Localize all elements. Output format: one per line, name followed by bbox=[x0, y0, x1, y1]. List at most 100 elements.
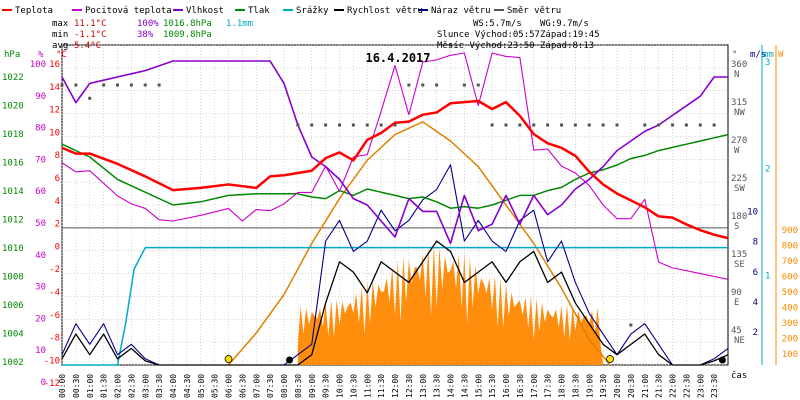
tick-label-x: 05:00 bbox=[197, 374, 206, 398]
tick-label-x: 18:00 bbox=[558, 374, 567, 398]
tick-label-degc: 2 bbox=[55, 220, 60, 230]
tick-label-x: 12:00 bbox=[391, 374, 400, 398]
stat-humidity: 38% bbox=[137, 30, 154, 40]
tick-label-mm: 2 bbox=[765, 165, 770, 175]
tick-label-dir: NW bbox=[734, 108, 745, 118]
wind-direction-point bbox=[490, 123, 494, 127]
tick-label-degc: 16 bbox=[49, 60, 60, 70]
tick-label-hpa: 1012 bbox=[2, 216, 24, 226]
legend-label: Teplota bbox=[15, 6, 53, 16]
tick-label-hpa: 1020 bbox=[2, 102, 24, 112]
tick-label-degc: -10 bbox=[44, 356, 60, 366]
tick-label-pct: 70 bbox=[35, 155, 46, 165]
tick-label-w: 700 bbox=[782, 257, 798, 267]
tick-label-x: 05:30 bbox=[211, 374, 220, 398]
tick-label-x: 19:00 bbox=[585, 374, 594, 398]
tick-label-x: 03:00 bbox=[141, 374, 150, 398]
wind-direction-point bbox=[601, 123, 605, 127]
wind-direction-point bbox=[684, 123, 688, 127]
tick-label-x: 04:00 bbox=[169, 374, 178, 398]
wind-direction-point bbox=[421, 83, 425, 87]
series-line-humidity bbox=[61, 60, 728, 245]
tick-label-degc: 14 bbox=[49, 83, 60, 93]
tick-label-hpa: 1018 bbox=[2, 130, 24, 140]
tick-label-deg: 135 bbox=[731, 250, 747, 260]
tick-label-hpa: 1004 bbox=[2, 330, 24, 340]
tick-label-x: 20:30 bbox=[627, 374, 636, 398]
info-sunset: Západ:19:45 bbox=[540, 30, 600, 40]
tick-label-w: 200 bbox=[782, 335, 798, 345]
wind-direction-point bbox=[129, 83, 133, 87]
legend-label: Rychlost větru bbox=[347, 6, 423, 16]
wind-direction-point bbox=[324, 123, 328, 127]
tick-label-degc: -2 bbox=[49, 265, 60, 275]
tick-label-ms: 6 bbox=[753, 268, 758, 278]
tick-label-x: 22:30 bbox=[682, 374, 691, 398]
wind-direction-point bbox=[629, 323, 633, 327]
stat-rain: 1.1mm bbox=[226, 19, 253, 29]
tick-label-mm: 3 bbox=[765, 58, 770, 68]
tick-label-x: 23:00 bbox=[696, 374, 705, 398]
tick-label-deg: 360 bbox=[731, 60, 747, 70]
axis-title-ms: m/s bbox=[750, 50, 766, 60]
tick-label-dir: S bbox=[734, 222, 739, 232]
tick-label-ms: 4 bbox=[753, 298, 758, 308]
stat-pressure: 1016.8hPa bbox=[163, 19, 212, 29]
stat-humidity: 100% bbox=[137, 19, 159, 29]
tick-label-mm: 1 bbox=[765, 271, 770, 281]
tick-label-dir: SW bbox=[734, 184, 745, 194]
tick-label-x: 16:00 bbox=[502, 374, 511, 398]
wind-direction-point bbox=[407, 83, 411, 87]
series-line-wind-speed bbox=[61, 240, 729, 366]
tick-label-degc: 0 bbox=[55, 242, 60, 252]
tick-label-degc: -8 bbox=[49, 334, 60, 344]
tick-label-x: 06:30 bbox=[238, 374, 247, 398]
tick-label-hpa: 1022 bbox=[2, 73, 24, 83]
tick-label-x: 10:00 bbox=[336, 374, 345, 398]
wind-direction-point bbox=[712, 123, 716, 127]
tick-label-hpa: 1008 bbox=[2, 273, 24, 283]
wind-direction-point bbox=[587, 123, 591, 127]
wind-direction-point bbox=[476, 83, 480, 87]
tick-label-pct: 100 bbox=[30, 60, 46, 70]
tick-label-pct: 20 bbox=[35, 314, 46, 324]
wind-direction-point bbox=[296, 123, 300, 127]
tick-label-x: 07:30 bbox=[266, 374, 275, 398]
wind-direction-point bbox=[546, 123, 550, 127]
axis-title-degc: °C bbox=[56, 50, 67, 60]
tick-label-dir: E bbox=[734, 298, 739, 308]
solar-fill bbox=[297, 243, 604, 365]
info-wg: WG:9.7m/s bbox=[540, 19, 589, 29]
chart-title: 16.4.2017 bbox=[365, 51, 430, 65]
stat-temp: 5.4°C bbox=[74, 41, 101, 51]
tick-label-x: 00:00 bbox=[58, 374, 67, 398]
tick-label-x: 13:00 bbox=[419, 374, 428, 398]
tick-label-degc: -4 bbox=[49, 288, 60, 298]
tick-label-ms: 8 bbox=[753, 238, 758, 248]
info-ws: WS:5.7m/s bbox=[473, 19, 522, 29]
series-line-feels-like bbox=[61, 52, 729, 280]
tick-label-x: 11:30 bbox=[377, 374, 386, 398]
tick-label-degc: -6 bbox=[49, 311, 60, 321]
series-line-pressure bbox=[61, 133, 729, 209]
tick-label-x: 10:30 bbox=[349, 374, 358, 398]
tick-label-deg: 90 bbox=[731, 288, 742, 298]
solar-area bbox=[227, 120, 611, 366]
tick-label-deg: 225 bbox=[731, 174, 747, 184]
tick-label-degc: 6 bbox=[55, 174, 60, 184]
sunset-marker bbox=[606, 355, 614, 363]
info-moonset: Západ:8:13 bbox=[540, 41, 594, 51]
wind-direction-point bbox=[449, 43, 452, 47]
tick-label-w: 100 bbox=[782, 350, 798, 360]
tick-label-pct: 80 bbox=[35, 124, 46, 134]
tick-label-w: 500 bbox=[782, 288, 798, 298]
tick-label-x: 16:30 bbox=[516, 374, 525, 398]
axis-title-pct: % bbox=[38, 50, 44, 60]
tick-label-dir: NE bbox=[734, 336, 745, 346]
tick-label-x: 17:00 bbox=[530, 374, 539, 398]
wind-direction-point bbox=[435, 83, 439, 87]
tick-label-x: 07:00 bbox=[252, 374, 261, 398]
tick-label-deg: 45 bbox=[731, 326, 742, 336]
tick-label-x: 15:00 bbox=[474, 374, 483, 398]
axis-title-w: W bbox=[778, 50, 784, 60]
